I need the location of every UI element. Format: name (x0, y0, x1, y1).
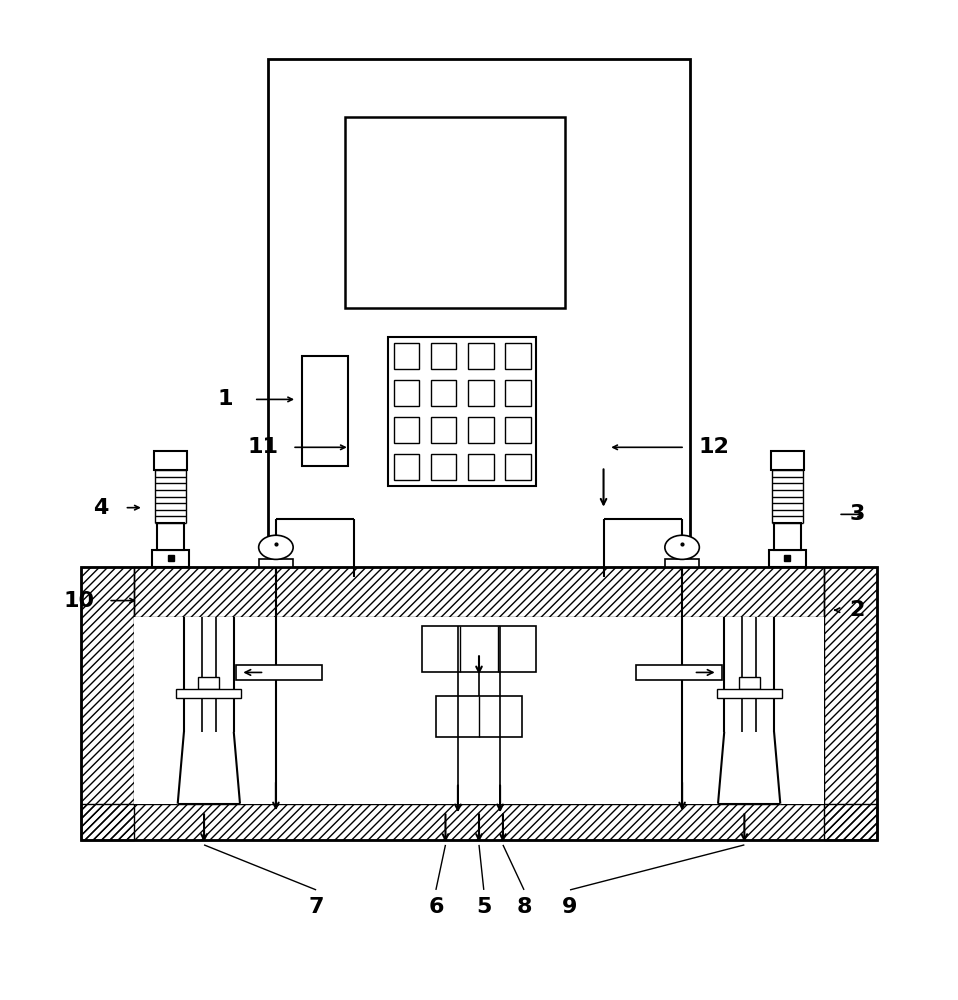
Bar (505, 454, 531, 480)
Bar (152, 550, 189, 567)
Bar (81, 567, 877, 840)
Bar (302, 356, 348, 466)
Bar (259, 559, 293, 567)
Bar (394, 417, 420, 443)
Ellipse shape (665, 535, 699, 559)
Bar (717, 689, 782, 698)
Text: 11: 11 (248, 437, 279, 457)
Bar (665, 559, 699, 567)
Bar (505, 343, 531, 369)
Bar (134, 567, 824, 617)
Bar (505, 417, 531, 443)
Bar (81, 567, 134, 840)
Bar (771, 451, 804, 470)
Bar (345, 117, 565, 308)
Bar (157, 523, 184, 550)
Text: 7: 7 (308, 897, 324, 917)
Bar (431, 417, 457, 443)
Bar (394, 454, 420, 480)
Bar (468, 343, 493, 369)
Bar (268, 59, 690, 577)
Text: 2: 2 (850, 600, 865, 620)
Bar (422, 626, 536, 672)
Bar (134, 617, 824, 804)
Bar (176, 689, 241, 698)
Bar (505, 380, 531, 406)
Bar (431, 454, 457, 480)
Text: 9: 9 (562, 897, 578, 917)
Bar (431, 380, 457, 406)
Bar (769, 550, 806, 567)
Text: 8: 8 (516, 897, 532, 917)
Text: 10: 10 (64, 591, 95, 611)
Text: 6: 6 (428, 897, 444, 917)
Bar (236, 665, 322, 680)
Ellipse shape (259, 535, 293, 559)
Bar (468, 454, 493, 480)
Text: 3: 3 (850, 504, 865, 524)
Bar (436, 696, 522, 737)
Text: 5: 5 (476, 897, 491, 917)
Bar (774, 523, 801, 550)
Bar (431, 343, 457, 369)
Text: 1: 1 (217, 389, 233, 409)
Bar (636, 665, 722, 680)
Polygon shape (718, 732, 780, 804)
Bar (388, 337, 536, 486)
Bar (824, 567, 877, 840)
Bar (468, 417, 493, 443)
Bar (198, 677, 219, 689)
Bar (468, 380, 493, 406)
Bar (154, 451, 187, 470)
Text: 12: 12 (698, 437, 729, 457)
Bar (394, 380, 420, 406)
Text: 4: 4 (93, 498, 108, 518)
Bar (739, 677, 760, 689)
Bar (81, 804, 877, 840)
Polygon shape (178, 732, 240, 804)
Bar (394, 343, 420, 369)
